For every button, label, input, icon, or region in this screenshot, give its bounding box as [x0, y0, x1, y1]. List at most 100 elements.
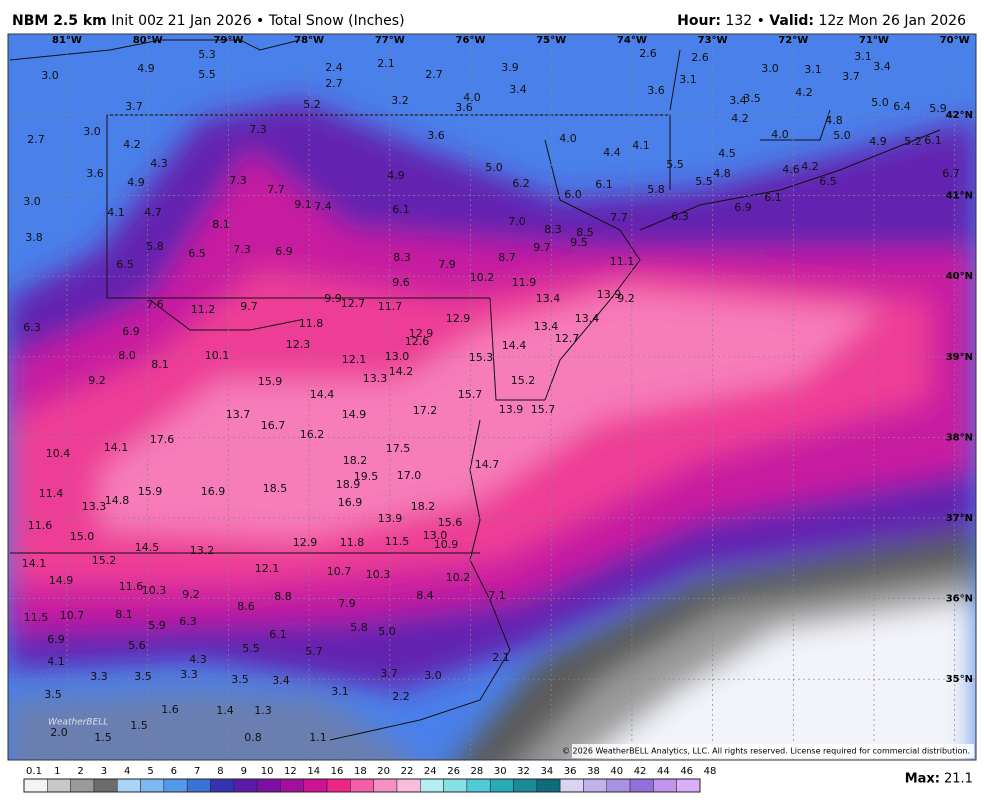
snow-total-label: 12.1	[342, 353, 367, 366]
colorbar-tick: 2	[77, 766, 83, 777]
colorbar-swatch	[140, 778, 165, 793]
snow-total-label: 7.1	[488, 589, 506, 602]
colorbar-tick: 42	[634, 766, 647, 777]
snow-total-label: 6.1	[764, 191, 782, 204]
snow-total-label: 8.0	[118, 349, 136, 362]
colorbar-swatch	[93, 778, 118, 793]
snow-total-label: 7.6	[146, 298, 164, 311]
lon-label: 80°W	[133, 35, 163, 46]
colorbar-swatch	[280, 778, 304, 793]
snow-total-label: 16.7	[261, 419, 286, 432]
colorbar-frame	[23, 778, 701, 793]
snow-total-label: 11.7	[378, 300, 403, 313]
lon-label: 78°W	[294, 35, 324, 46]
snow-total-label: 1.4	[216, 704, 234, 717]
colorbar-tick: 46	[680, 766, 693, 777]
snow-total-label: 8.1	[212, 218, 230, 231]
snow-total-label: 14.1	[104, 441, 129, 454]
snow-total-label: 13.4	[536, 292, 561, 305]
snow-total-label: 18.5	[263, 482, 288, 495]
snow-total-label: 5.8	[350, 621, 368, 634]
snow-total-label: 6.5	[188, 247, 206, 260]
colorbar-tick: 1	[54, 766, 60, 777]
lat-label: 39°N	[946, 352, 973, 363]
snow-total-label: 3.0	[23, 195, 41, 208]
snow-total-label: 15.2	[92, 554, 117, 567]
snow-total-label: 10.3	[142, 584, 167, 597]
colorbar-swatch	[373, 778, 398, 793]
map-frame	[7, 33, 977, 761]
colorbar-tick: 26	[447, 766, 460, 777]
colorbar-swatch	[303, 778, 328, 793]
snow-total-label: 5.5	[695, 175, 713, 188]
colorbar-tick: 8	[217, 766, 223, 777]
snow-total-label: 1.1	[309, 731, 327, 744]
snow-total-label: 13.3	[82, 500, 107, 513]
snow-total-label: 4.7	[144, 206, 162, 219]
snow-total-label: 10.7	[60, 609, 85, 622]
colorbar-tick: 44	[657, 766, 670, 777]
snow-total-label: 11.1	[610, 255, 635, 268]
snow-total-label: 8.4	[416, 589, 434, 602]
snow-total-label: 3.0	[41, 69, 59, 82]
colorbar-tick: 18	[354, 766, 367, 777]
snow-total-label: 7.0	[508, 215, 526, 228]
snow-total-label: 3.5	[44, 688, 62, 701]
lon-label: 74°W	[617, 35, 647, 46]
snow-total-label: 8.7	[498, 251, 516, 264]
snow-total-label: 11.4	[39, 487, 64, 500]
snow-total-label: 6.1	[924, 134, 942, 147]
snow-total-label: 4.1	[107, 206, 125, 219]
snow-total-label: 5.0	[378, 625, 396, 638]
snow-total-label: 15.9	[138, 485, 163, 498]
snow-total-label: 5.8	[647, 183, 665, 196]
snow-total-label: 13.2	[190, 544, 215, 557]
snow-total-label: 2.7	[27, 133, 45, 146]
lat-label: 37°N	[946, 513, 973, 524]
snow-total-label: 15.0	[70, 530, 95, 543]
snow-total-label: 13.0	[423, 529, 448, 542]
snow-total-label: 11.2	[191, 303, 216, 316]
hour: 132 •	[725, 13, 764, 29]
snow-total-label: 2.1	[492, 651, 510, 664]
snow-total-label: 6.5	[116, 258, 134, 271]
watermark: WeatherBELL	[48, 718, 108, 728]
colorbar-swatch	[653, 778, 677, 793]
snow-total-label: 18.2	[411, 500, 436, 513]
colorbar-tick: 7	[194, 766, 200, 777]
snow-total-label: 3.5	[134, 670, 152, 683]
colorbar-swatch	[210, 778, 235, 793]
snow-total-label: 6.1	[269, 628, 287, 641]
snow-total-label: 10.4	[46, 447, 71, 460]
snow-total-label: 4.2	[795, 86, 813, 99]
snow-total-label: 3.1	[331, 685, 349, 698]
snow-total-label: 3.1	[854, 50, 872, 63]
snow-total-label: 2.2	[392, 690, 410, 703]
snow-total-label: 11.9	[512, 276, 537, 289]
snow-total-label: 11.8	[299, 317, 324, 330]
colorbar-swatch	[606, 778, 631, 793]
snow-total-label: 2.6	[691, 51, 709, 64]
snow-total-label: 8.1	[151, 358, 169, 371]
colorbar-tick: 48	[704, 766, 717, 777]
snow-total-label: 2.4	[325, 61, 343, 74]
snow-total-label: 2.1	[377, 57, 395, 70]
colorbar-swatch	[186, 778, 211, 793]
snow-total-label: 8.3	[544, 223, 562, 236]
snow-total-label: 6.5	[819, 175, 837, 188]
snow-total-label: 5.0	[833, 129, 851, 142]
snow-total-label: 13.7	[226, 408, 251, 421]
snow-total-label: 15.7	[458, 388, 483, 401]
snow-total-label: 6.9	[122, 325, 140, 338]
snow-total-label: 4.1	[47, 655, 65, 668]
snow-total-label: 16.2	[300, 428, 325, 441]
snow-total-label: 5.0	[871, 96, 889, 109]
snow-total-label: 4.8	[713, 167, 731, 180]
snow-total-label: 3.7	[125, 100, 143, 113]
colorbar-tick: 0.1	[26, 766, 42, 777]
snow-total-label: 11.5	[24, 611, 49, 624]
snow-total-label: 4.6	[782, 163, 800, 176]
colorbar-swatch	[536, 778, 561, 793]
snow-total-label: 4.5	[718, 147, 736, 160]
snow-total-label: 3.5	[231, 673, 249, 686]
